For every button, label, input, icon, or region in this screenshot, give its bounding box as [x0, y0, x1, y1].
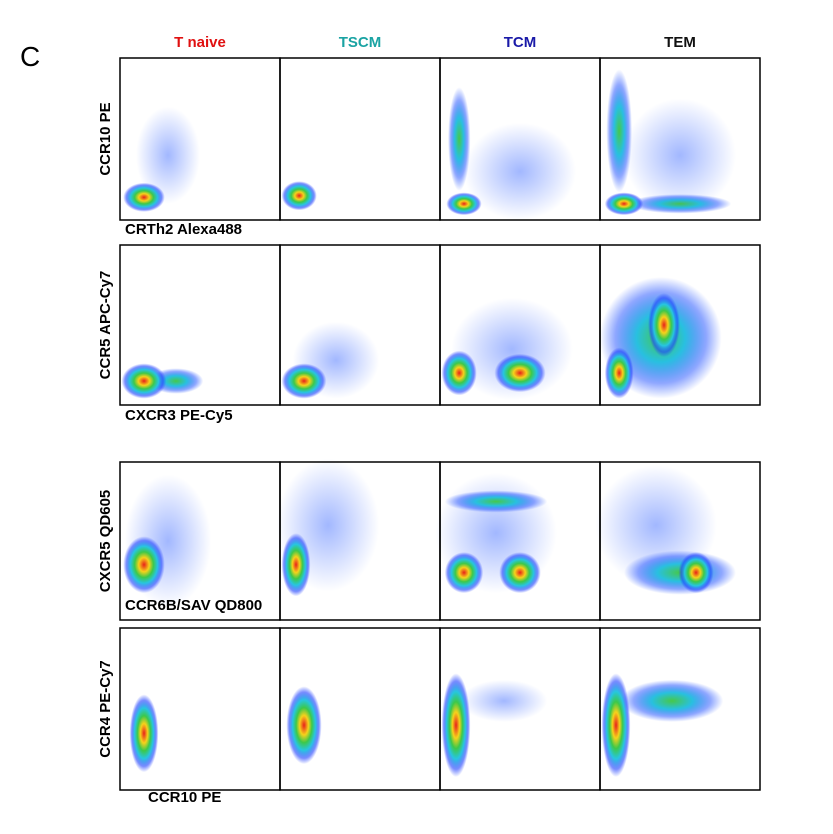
density-blob: [499, 552, 541, 594]
y-axis-label: CCR5 APC-Cy7: [97, 271, 114, 380]
plot-frame: [599, 57, 761, 221]
x-axis-label: CXCR3 PE-Cy5: [125, 407, 233, 424]
density-blob: [121, 363, 167, 399]
panel-label: C: [20, 41, 40, 72]
plot-frame: [599, 244, 761, 406]
density-blob: [123, 536, 165, 594]
density-blob: [604, 347, 634, 399]
column-header: T naive: [174, 34, 226, 51]
density-blob: [281, 181, 317, 211]
column-header: TSCM: [339, 34, 382, 51]
y-axis-label: CCR10 PE: [97, 102, 114, 175]
x-axis-label: CCR6B/SAV QD800: [125, 597, 262, 614]
density-blob: [441, 673, 471, 778]
y-axis-label: CXCR5 QD605: [97, 490, 114, 593]
column-header: TCM: [504, 34, 537, 51]
plot-frame: [599, 627, 761, 791]
x-axis-label: CCR10 PE: [148, 789, 221, 806]
density-blob: [494, 353, 546, 393]
density-blob: [678, 552, 714, 594]
density-blob: [460, 679, 548, 722]
density-blob: [444, 490, 548, 513]
density-blob: [286, 686, 322, 765]
plot-frame: [599, 461, 761, 621]
density-blob: [281, 363, 327, 399]
density-blob: [136, 106, 200, 204]
column-header: TEM: [664, 34, 696, 51]
density-blob: [464, 122, 576, 220]
density-blob: [281, 533, 311, 597]
density-blob: [648, 293, 680, 357]
density-blob: [624, 98, 736, 212]
density-blob: [620, 679, 724, 722]
density-blob: [441, 350, 477, 396]
density-blob: [444, 552, 484, 594]
density-blob: [601, 673, 631, 778]
y-axis-label: CCR4 PE-Cy7: [97, 660, 114, 758]
density-blob: [129, 694, 159, 773]
x-axis-label: CRTh2 Alexa488: [125, 221, 242, 238]
density-blob: [604, 192, 644, 216]
density-blob: [446, 192, 482, 216]
